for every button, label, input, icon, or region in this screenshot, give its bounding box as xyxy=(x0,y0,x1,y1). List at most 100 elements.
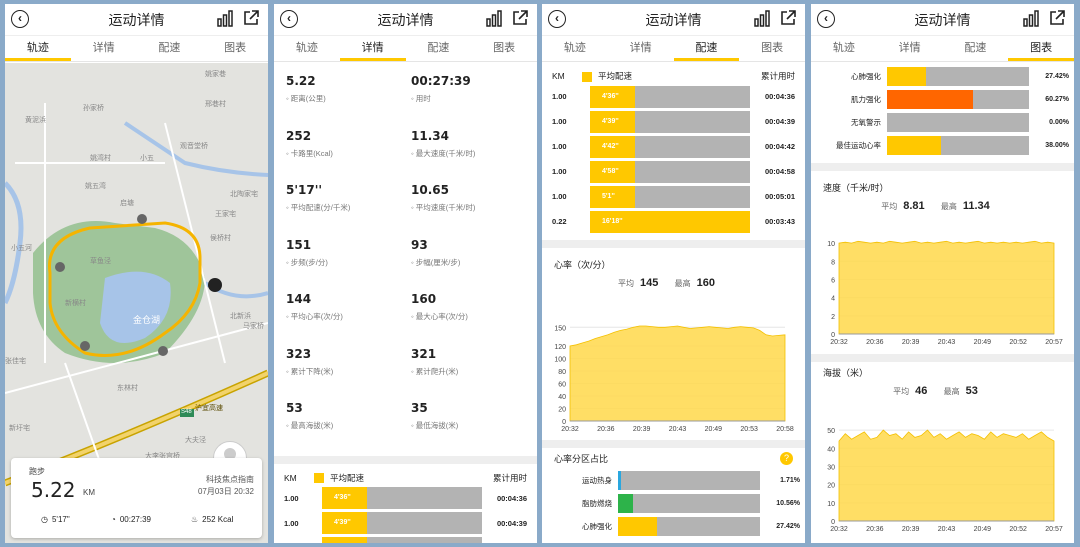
pace-col-km: KM xyxy=(284,472,297,483)
chart-icon[interactable] xyxy=(1022,9,1040,27)
speed-max-label: 最高 xyxy=(940,202,957,211)
map-label: 黄泥浜 xyxy=(25,117,46,124)
detail-item: 144 ◦ 平均心率(次/分) xyxy=(286,292,411,347)
map-label: 小五河 xyxy=(11,245,32,252)
detail-label: 用时 xyxy=(415,94,431,103)
detail-item: 00:27:39 ◦ 用时 xyxy=(411,74,536,129)
zone-pct: 0.00% xyxy=(1049,119,1069,126)
map-label: 马家桥 xyxy=(243,323,264,330)
pace-row: 1.00 5'1'' 00:05:01 xyxy=(542,184,805,209)
detail-label-row: ◦ 累计下降(米) xyxy=(286,366,411,377)
tab-track[interactable]: 轨迹 xyxy=(5,36,71,61)
pace-fill: 4'42'' xyxy=(590,135,635,158)
map-label: 大李张宫桥 xyxy=(145,453,180,460)
tab-pace[interactable]: 配速 xyxy=(964,42,987,54)
pace-row: 1.00 4'36'' 00:04:36 xyxy=(274,486,537,511)
tab-charts[interactable]: 图表 xyxy=(493,42,516,54)
tab-track[interactable]: 轨迹 xyxy=(832,42,855,54)
tab-charts[interactable]: 图表 xyxy=(224,42,247,54)
pace-total: 00:04:39 xyxy=(496,518,527,528)
activity-type: 跑步 xyxy=(29,467,45,476)
stat-icon: ◦ xyxy=(286,257,291,267)
detail-value: 11.34 xyxy=(411,128,449,143)
y-tick-label: 120 xyxy=(554,344,566,351)
panel-track: ‹ 运动详情 轨迹 详情 配速 图表 xyxy=(5,4,268,543)
map-label: 姚五湾 xyxy=(85,183,106,190)
zone-bar xyxy=(618,471,760,490)
detail-value: 144 xyxy=(286,292,312,306)
detail-label: 累计爬升(米) xyxy=(415,366,459,376)
page-title: 运动详情 xyxy=(914,12,971,28)
chart-icon[interactable] xyxy=(753,9,771,27)
tab-pace[interactable]: 配速 xyxy=(427,42,450,54)
zone-row: 无氧警示 0.00% xyxy=(811,111,1074,134)
page-title: 运动详情 xyxy=(645,12,702,28)
map-label: 北陶家宅 xyxy=(230,191,258,198)
detail-label-row: ◦ 最高海拔(米) xyxy=(286,420,411,431)
share-icon[interactable] xyxy=(1048,9,1066,27)
card-calories: 252 Kcal xyxy=(202,515,234,524)
map-label: 观音堂桥 xyxy=(180,143,208,150)
tab-details[interactable]: 详情 xyxy=(629,42,652,54)
back-icon[interactable]: ‹ xyxy=(11,10,29,28)
detail-value: 321 xyxy=(411,346,437,361)
map-label: 孙家桥 xyxy=(83,105,104,112)
x-tick-label: 20:58 xyxy=(776,426,794,433)
pace-col-total: 累计用时 xyxy=(492,472,527,483)
pace-list: 1.004'36''00:04:361.00 4'39'' 00:04:39 1.00… xyxy=(274,486,537,543)
pace-bar: 4'36'' xyxy=(590,85,750,108)
pace-fill: 4'39'' xyxy=(322,512,367,534)
zone-fill xyxy=(887,136,941,155)
tab-pace[interactable]: 配速 xyxy=(673,36,740,61)
share-icon[interactable] xyxy=(779,9,797,27)
detail-label-row: ◦ 累计爬升(米) xyxy=(411,366,536,377)
tab-details[interactable]: 详情 xyxy=(339,36,406,61)
tab-track[interactable]: 轨迹 xyxy=(295,42,318,54)
x-tick-label: 20:32 xyxy=(561,426,579,433)
area-series xyxy=(569,325,786,422)
detail-label-row: ◦ 卡路里(Kcal) xyxy=(286,148,411,159)
detail-item: 11.34 ◦ 最大速度(千米/时) xyxy=(411,129,536,184)
pace-row: 1.004'42''00:04:42 xyxy=(274,536,537,543)
tab-charts[interactable]: 图表 xyxy=(1008,36,1074,61)
tab-charts[interactable]: 图表 xyxy=(761,42,784,54)
y-tick-label: 10 xyxy=(827,501,835,508)
tab-details[interactable]: 详情 xyxy=(92,42,115,54)
pace-fill: 5'1'' xyxy=(590,185,635,208)
share-icon[interactable] xyxy=(511,9,529,27)
altitude-avg-label: 平均 xyxy=(893,387,910,396)
tab-details[interactable]: 详情 xyxy=(898,42,921,54)
pace-icon: ◷ xyxy=(41,515,48,524)
tab-track[interactable]: 轨迹 xyxy=(563,42,586,54)
pace-fill: 4'58'' xyxy=(590,160,635,183)
chart-icon[interactable] xyxy=(216,9,234,27)
card-duration: 00:27:39 xyxy=(119,515,151,524)
speed-avg-label: 平均 xyxy=(881,202,898,211)
x-tick-label: 20:43 xyxy=(938,339,956,346)
road-badge: S48 xyxy=(181,409,192,415)
chart-icon[interactable] xyxy=(485,9,503,27)
stat-icon: ◦ xyxy=(411,94,416,103)
pace-total: 00:04:58 xyxy=(764,167,795,176)
zone-fill xyxy=(618,494,633,513)
share-icon[interactable] xyxy=(242,9,260,27)
area-series xyxy=(838,429,1055,522)
page-title: 运动详情 xyxy=(377,12,434,28)
card-pace: 5'17" xyxy=(51,515,70,524)
pace-km: 1.00 xyxy=(552,167,567,176)
zone-label: 运动热身 xyxy=(582,476,612,485)
y-tick-label: 150 xyxy=(554,325,566,332)
x-tick-label: 20:43 xyxy=(938,526,956,533)
detail-value: 252 xyxy=(286,128,312,143)
pace-fill: 4'42'' xyxy=(322,537,367,543)
detail-item: 151 ◦ 步频(步/分) xyxy=(286,238,411,293)
back-icon[interactable]: ‹ xyxy=(548,10,566,28)
tab-pace[interactable]: 配速 xyxy=(158,42,181,54)
pace-km: 1.00 xyxy=(284,493,299,503)
help-icon[interactable]: ? xyxy=(780,452,793,465)
back-icon[interactable]: ‹ xyxy=(280,10,298,28)
zone-pct: 1.71% xyxy=(780,477,800,484)
back-icon[interactable]: ‹ xyxy=(817,10,835,28)
pace-total: 00:04:39 xyxy=(764,117,795,126)
pace-col-avg: 平均配速 xyxy=(598,71,633,81)
